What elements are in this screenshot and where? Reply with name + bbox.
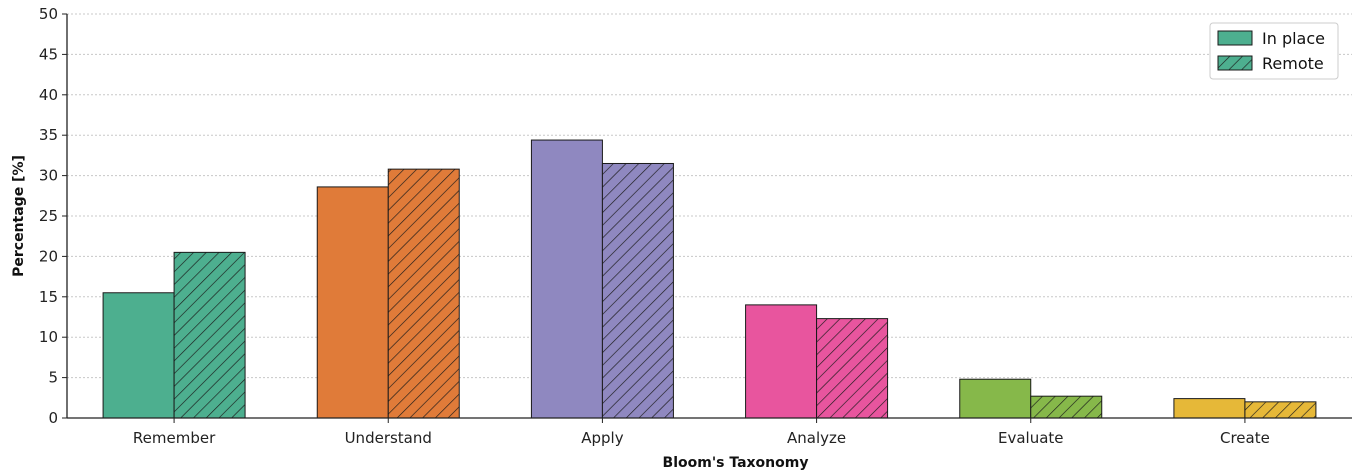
- bar-create-remote: [1244, 401, 1317, 419]
- x-tick-label: Remember: [133, 429, 216, 447]
- y-tick-label: 0: [48, 409, 58, 427]
- bar-apply-remote: [601, 162, 674, 419]
- bar-create-in-place: [1173, 398, 1246, 419]
- bar-understand-in-place: [316, 186, 389, 419]
- x-tick-label: Analyze: [787, 429, 846, 447]
- x-tick-label: Apply: [581, 429, 623, 447]
- bar-remember-remote: [173, 251, 246, 419]
- bar-apply-in-place: [530, 139, 603, 419]
- y-tick-label: 35: [39, 126, 58, 144]
- bar-evaluate-in-place: [959, 378, 1032, 419]
- x-axis-title: Bloom's Taxonomy: [663, 455, 809, 471]
- legend: In place Remote: [1209, 22, 1339, 80]
- y-tick-label: 40: [39, 86, 58, 104]
- bar-evaluate-remote: [1030, 395, 1103, 419]
- y-tick-label: 25: [39, 207, 58, 225]
- bar-analyze-in-place: [745, 304, 818, 419]
- bars: [102, 139, 1317, 419]
- bar-remember-in-place: [102, 292, 175, 419]
- legend-swatch: [1217, 55, 1253, 71]
- y-tick-label: 15: [39, 288, 58, 306]
- x-tick-label: Create: [1220, 429, 1270, 447]
- x-tick-label: Understand: [345, 429, 432, 447]
- y-tick-label: 20: [39, 247, 58, 265]
- legend-label: In place: [1262, 29, 1325, 48]
- bar-analyze-remote: [816, 318, 889, 419]
- legend-label: Remote: [1262, 54, 1324, 73]
- y-tick-label: 5: [48, 369, 58, 387]
- y-tick-label: 45: [39, 45, 58, 63]
- y-tick-label: 30: [39, 167, 58, 185]
- y-tick-label: 10: [39, 328, 58, 346]
- bar-understand-remote: [387, 168, 460, 419]
- y-tick-label: 50: [39, 5, 58, 23]
- x-tick-label: Evaluate: [998, 429, 1064, 447]
- axes: 0 5 10 15 20 25 30 35 40 45 50 Remember Understand Ap…: [39, 5, 1352, 447]
- y-axis-title: Percentage [%]: [11, 155, 27, 277]
- grid-lines: [67, 13, 1352, 379]
- legend-swatch: [1217, 30, 1253, 46]
